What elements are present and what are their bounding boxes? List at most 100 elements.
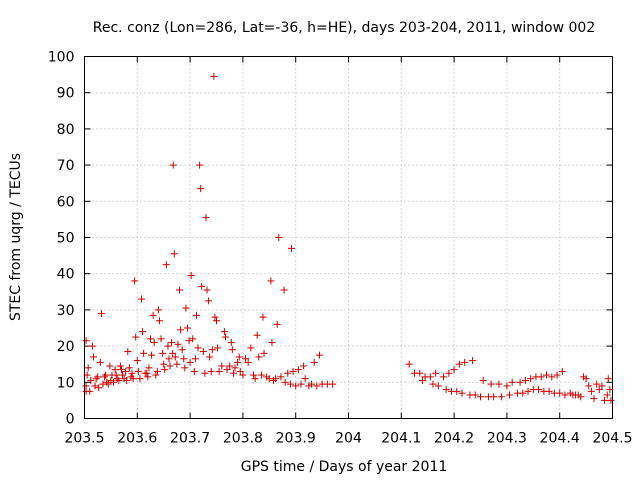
data-point — [231, 364, 239, 372]
data-point — [548, 373, 556, 381]
data-point — [199, 348, 207, 356]
data-point — [148, 351, 156, 359]
data-point — [89, 353, 97, 361]
data-point — [111, 366, 119, 374]
data-point — [535, 386, 543, 394]
data-point — [189, 335, 197, 343]
data-point — [432, 369, 440, 377]
data-point — [154, 306, 162, 314]
x-tick-label: 204.3 — [487, 431, 527, 447]
x-tick-label: 204.1 — [381, 431, 421, 447]
data-point — [207, 367, 215, 375]
data-point — [159, 349, 167, 357]
data-point — [215, 367, 223, 375]
data-point — [182, 304, 190, 312]
data-point — [101, 373, 109, 381]
data-point — [169, 349, 177, 357]
data-point — [487, 380, 495, 388]
data-point — [174, 340, 182, 348]
data-point — [92, 375, 100, 383]
data-point — [129, 375, 137, 383]
data-point — [308, 380, 316, 388]
y-tick-label: 30 — [57, 303, 75, 319]
x-tick-label: 203.7 — [170, 431, 210, 447]
data-point — [469, 357, 477, 365]
data-point — [498, 393, 506, 401]
data-point — [236, 367, 244, 375]
y-tick-label: 60 — [57, 194, 75, 210]
data-point — [82, 337, 90, 345]
data-point — [585, 382, 593, 390]
data-point — [521, 376, 529, 384]
y-tick-label: 80 — [57, 122, 75, 138]
data-point — [458, 389, 466, 397]
data-point — [450, 366, 458, 374]
x-tick-label: 204 — [335, 431, 362, 447]
data-point — [604, 375, 612, 383]
data-point — [287, 244, 295, 252]
data-point — [506, 391, 514, 399]
data-point — [434, 382, 442, 390]
data-point — [213, 317, 220, 325]
grid-layer — [84, 56, 613, 419]
data-points — [82, 72, 615, 404]
data-point — [150, 338, 158, 346]
data-point — [461, 358, 469, 366]
data-point — [595, 386, 603, 394]
data-point — [275, 234, 283, 241]
data-point — [601, 396, 609, 404]
data-point — [94, 373, 102, 381]
data-point — [88, 342, 96, 350]
x-tick-label: 204.2 — [434, 431, 474, 447]
x-tick-label: 203.5 — [64, 431, 104, 447]
data-point — [471, 391, 479, 399]
data-point — [157, 335, 165, 343]
data-point — [477, 393, 484, 401]
y-tick-label: 90 — [57, 86, 75, 102]
data-point — [197, 185, 205, 193]
data-point — [223, 366, 231, 374]
chart-title: Rec. conz (Lon=286, Lat=-36, h=HE), days… — [93, 20, 595, 36]
data-point — [144, 373, 152, 381]
y-tick-label: 20 — [57, 339, 75, 355]
data-point — [249, 371, 257, 379]
data-point — [84, 364, 92, 372]
data-point — [247, 344, 255, 352]
data-point — [418, 376, 426, 384]
x-tick-labels: 203.5 203.6 203.7 203.8 203.9 204 204.1 204.2 20… — [64, 431, 632, 447]
data-point — [268, 338, 276, 346]
y-tick-label: 0 — [66, 412, 75, 428]
data-point — [196, 161, 204, 169]
data-point — [479, 376, 487, 384]
data-point — [556, 389, 564, 397]
y-axis-title: STEC from uqrg / TECUs — [8, 153, 24, 321]
data-point — [202, 214, 210, 222]
data-point — [190, 367, 198, 375]
data-point — [214, 344, 222, 352]
data-point — [577, 393, 585, 401]
data-point — [229, 369, 237, 377]
data-point — [537, 373, 545, 381]
data-point — [228, 346, 236, 354]
data-point — [103, 378, 111, 386]
data-point — [445, 369, 453, 377]
data-point — [86, 387, 94, 395]
data-point — [178, 346, 186, 354]
data-point — [242, 355, 250, 363]
data-point — [106, 362, 114, 370]
data-point — [155, 317, 163, 325]
data-point — [453, 387, 461, 395]
data-point — [165, 355, 173, 363]
data-point — [527, 375, 535, 383]
y-tick-labels: 0 10 20 30 40 50 60 70 80 90 100 — [48, 50, 75, 428]
data-point — [244, 358, 252, 366]
data-point — [587, 387, 595, 395]
x-tick-label: 204.5 — [592, 431, 632, 447]
data-point — [191, 355, 199, 363]
data-point — [122, 367, 130, 375]
data-point — [220, 328, 228, 336]
data-point — [508, 378, 516, 386]
y-tick-label: 100 — [48, 50, 75, 66]
y-tick-label: 50 — [57, 231, 75, 247]
data-point — [300, 362, 308, 370]
